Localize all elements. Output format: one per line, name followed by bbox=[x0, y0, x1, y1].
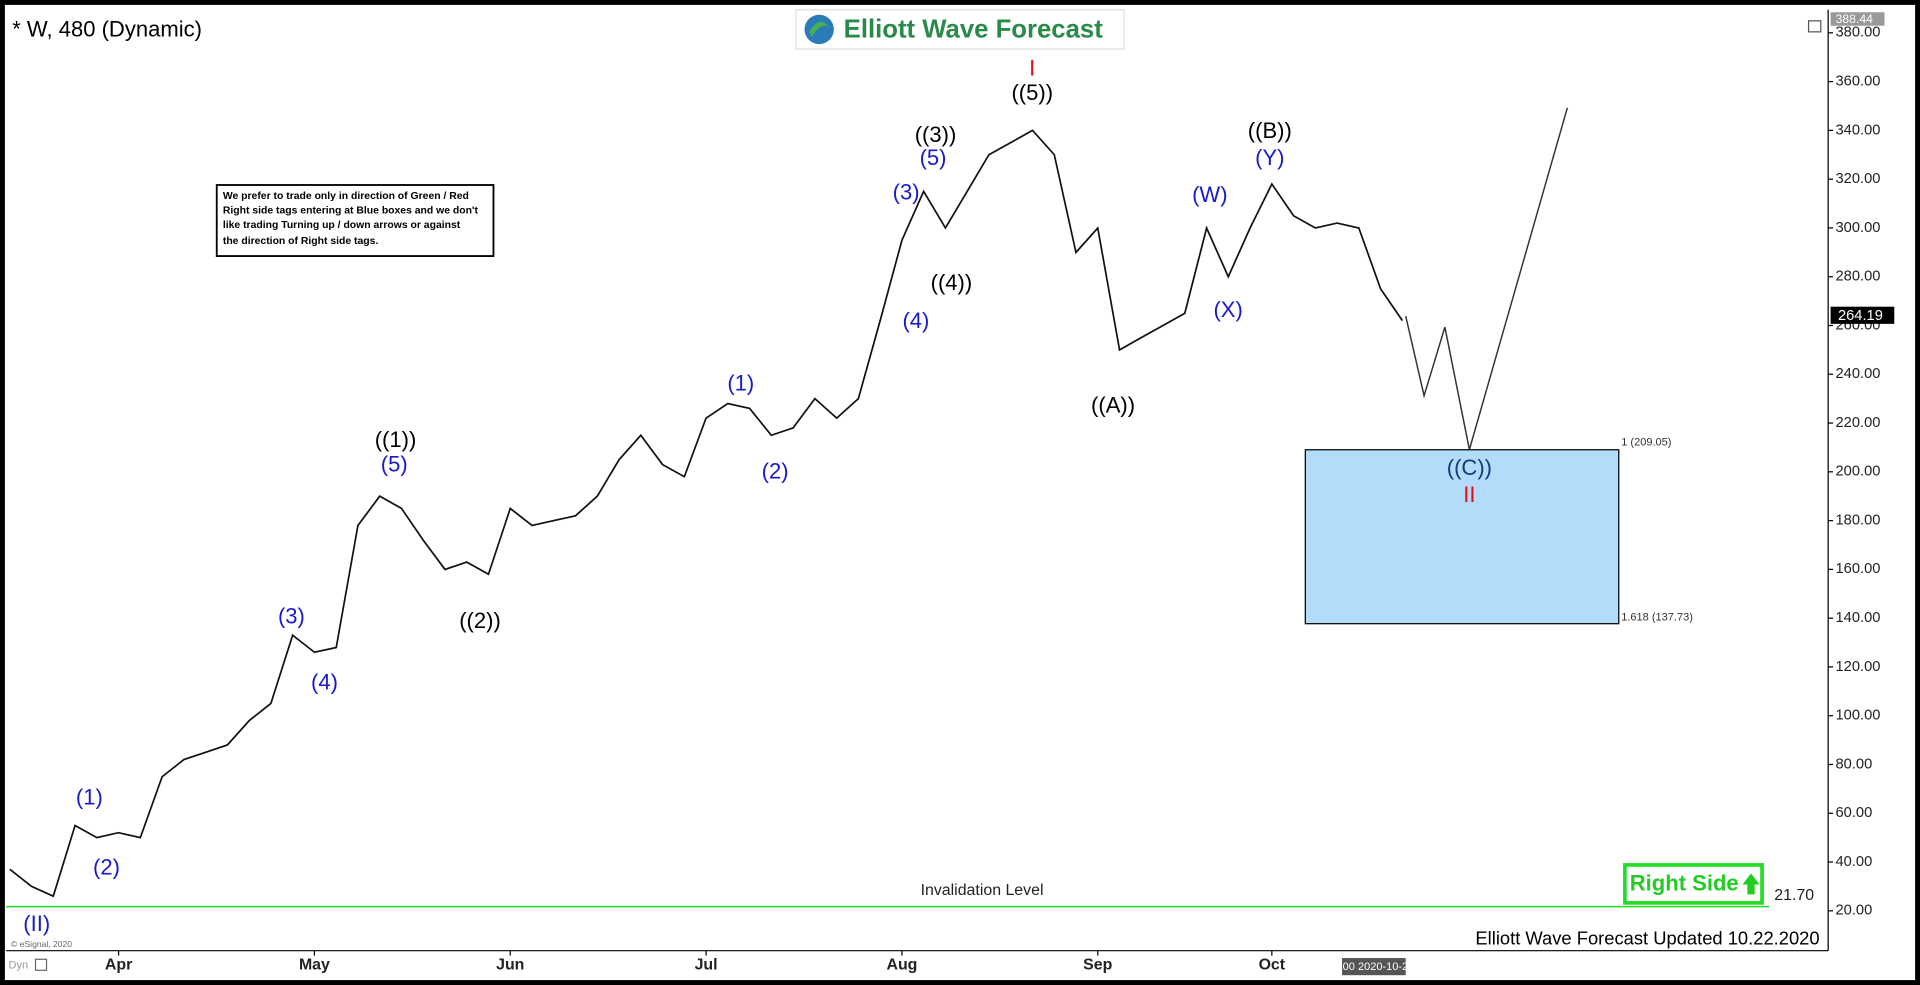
x-tick-label: Oct bbox=[1259, 957, 1286, 974]
wave-label: (1) bbox=[727, 371, 754, 396]
calendar-icon bbox=[34, 958, 48, 971]
wave-label: (4) bbox=[902, 308, 929, 333]
x-tick-label: Jul bbox=[695, 957, 718, 974]
invalidation-label: Invalidation Level bbox=[921, 882, 1044, 899]
y-tick-label: 360.00 bbox=[1836, 73, 1881, 89]
y-tick-label: 140.00 bbox=[1836, 610, 1881, 626]
note-line: the direction of Right side tags. bbox=[223, 236, 379, 247]
wave-label: (3) bbox=[278, 603, 305, 628]
y-tick-label: 120.00 bbox=[1836, 659, 1881, 675]
projection-path bbox=[1404, 107, 1569, 450]
y-tick-label: 180.00 bbox=[1836, 512, 1881, 528]
wave-label: (3) bbox=[893, 179, 920, 204]
logo-icon-wave bbox=[809, 21, 829, 37]
fib-label: 1 (209.05) bbox=[1621, 436, 1671, 448]
wave-label: ((B)) bbox=[1248, 118, 1292, 143]
x-tick-label: Aug bbox=[886, 957, 917, 974]
badge-box bbox=[1623, 863, 1764, 905]
wave-label: (4) bbox=[311, 669, 338, 694]
time-marker-box bbox=[1342, 958, 1406, 976]
y-tick-label: 160.00 bbox=[1836, 561, 1881, 577]
y-tick-label: 100.00 bbox=[1836, 708, 1881, 724]
wave-label: (II) bbox=[23, 911, 50, 936]
badge-text: Right Side bbox=[1630, 870, 1739, 895]
y-tick-label: 60.00 bbox=[1836, 805, 1873, 821]
y-tick-label: 300.00 bbox=[1836, 220, 1881, 236]
x-tick-label: Jun bbox=[496, 957, 524, 974]
window-icon bbox=[1807, 20, 1822, 33]
wave-label: (Y) bbox=[1255, 145, 1284, 170]
right-side-badge: Right Side bbox=[1623, 863, 1764, 905]
logo: Elliott Wave Forecast bbox=[795, 9, 1125, 50]
wave-label: ((2)) bbox=[459, 608, 501, 633]
y-tick-label: 80.00 bbox=[1836, 756, 1873, 772]
wave-label: ((4)) bbox=[931, 270, 973, 295]
wave-label: (2) bbox=[762, 459, 789, 484]
wave-label: ((A)) bbox=[1091, 393, 1135, 418]
wave-label: II bbox=[1463, 482, 1475, 507]
wave-label: (1) bbox=[76, 785, 103, 810]
target-zone bbox=[1304, 449, 1620, 625]
y-tick-label: 40.00 bbox=[1836, 854, 1873, 870]
dyn-label: Dyn bbox=[9, 959, 29, 971]
note-line: We prefer to trade only in direction of … bbox=[223, 191, 469, 202]
wave-label: (5) bbox=[920, 145, 947, 170]
wave-label: (5) bbox=[381, 451, 408, 476]
wave-label: ((C)) bbox=[1447, 455, 1492, 480]
x-tick-label: Sep bbox=[1083, 957, 1112, 974]
wave-label: ((1)) bbox=[375, 427, 417, 452]
y-tick-label: 280.00 bbox=[1836, 269, 1881, 285]
price-line bbox=[9, 129, 1404, 898]
y-tick-label: 20.00 bbox=[1836, 903, 1873, 919]
fib-label: 1.618 (137.73) bbox=[1621, 611, 1693, 623]
invalidation-value: 21.70 bbox=[1774, 887, 1814, 904]
y-tick-label: 340.00 bbox=[1836, 122, 1881, 138]
chart-background bbox=[4, 4, 1916, 981]
chart-title: * W, 480 (Dynamic) bbox=[12, 16, 202, 41]
wave-label: (2) bbox=[93, 854, 120, 879]
note-line: Right side tags entering at Blue boxes a… bbox=[223, 205, 479, 216]
wave-label: (W) bbox=[1192, 182, 1227, 207]
wave-label: ((5)) bbox=[1011, 80, 1053, 105]
axis-max-box bbox=[1830, 12, 1885, 26]
x-tick-label: Apr bbox=[105, 957, 132, 974]
logo-text: Elliott Wave Forecast bbox=[844, 15, 1104, 43]
copyright: © eSignal, 2020 bbox=[11, 939, 72, 949]
x-tick-label: May bbox=[299, 957, 330, 974]
note-box bbox=[215, 184, 495, 257]
wave-label: I bbox=[1029, 56, 1035, 81]
last-price-box bbox=[1830, 306, 1895, 324]
note-line: like trading Turning up / down arrows or… bbox=[223, 220, 461, 231]
logo-icon bbox=[804, 14, 834, 45]
footer-text: Elliott Wave Forecast Updated 10.22.2020 bbox=[1475, 928, 1819, 949]
wave-label: (X) bbox=[1213, 297, 1242, 322]
y-tick-label: 380.00 bbox=[1836, 25, 1881, 41]
badge-arrow bbox=[1742, 873, 1760, 895]
y-tick-label: 320.00 bbox=[1836, 171, 1881, 187]
time-marker: 8:00 2020-10-21 bbox=[1333, 961, 1414, 973]
axis-max-label: 388.44 bbox=[1836, 12, 1874, 26]
logo-box bbox=[795, 9, 1125, 50]
last-price-label: 264.19 bbox=[1838, 308, 1883, 324]
y-tick-label: 220.00 bbox=[1836, 415, 1881, 431]
wave-label: ((3)) bbox=[915, 122, 957, 147]
y-tick-label: 200.00 bbox=[1836, 464, 1881, 480]
y-tick-label: 240.00 bbox=[1836, 366, 1881, 382]
